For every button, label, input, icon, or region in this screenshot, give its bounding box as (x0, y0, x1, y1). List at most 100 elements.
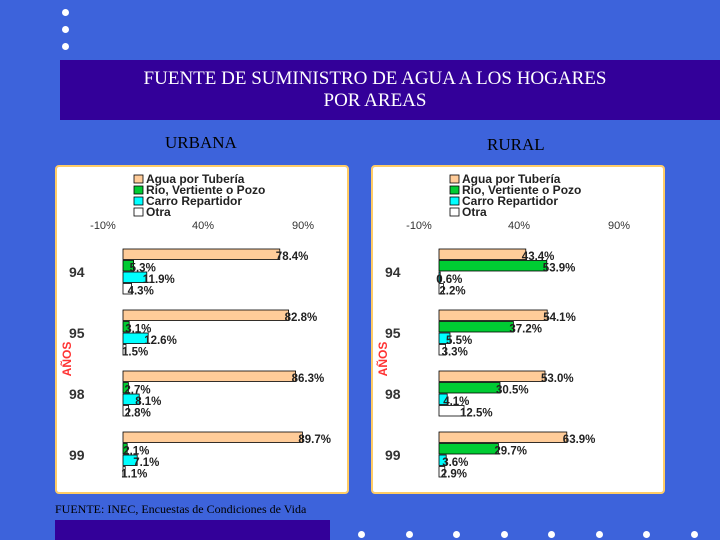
bar (438, 344, 446, 356)
rural-label: RURAL (487, 135, 545, 154)
category-label: 94 (385, 264, 401, 280)
bullet-dot (62, 26, 69, 33)
legend-label: Carro Repartidor (146, 194, 242, 208)
category-label: 99 (385, 447, 401, 463)
y-axis-label: AÑOS (59, 342, 74, 377)
data-label: 0.6% (436, 274, 462, 286)
bar (122, 271, 148, 283)
x-tick-label: 90% (292, 220, 314, 232)
bar (122, 393, 140, 405)
bullet-dot (358, 531, 365, 538)
legend-swatch (133, 174, 144, 184)
bar (438, 248, 527, 260)
bar (438, 454, 447, 466)
data-label: 12.5% (460, 408, 493, 420)
bottom-band (55, 520, 330, 540)
category-label: 98 (385, 386, 401, 402)
legend-label: Otra (462, 205, 487, 219)
data-label: 5.5% (446, 335, 472, 347)
data-label: 1.5% (122, 347, 148, 359)
legend-label: Agua por Tubería (146, 172, 245, 186)
data-label: 54.1% (543, 312, 576, 324)
bullet-dot (691, 531, 698, 538)
bullet-dot (62, 43, 69, 50)
urbana-label: URBANA (165, 133, 237, 152)
data-label: 4.3% (128, 286, 154, 298)
legend-swatch (449, 185, 460, 195)
data-label: 37.2% (509, 324, 542, 336)
bar (122, 382, 129, 394)
bullet-dot (501, 531, 508, 538)
bar (438, 283, 444, 295)
data-label: 86.3% (292, 373, 325, 385)
bar (438, 309, 548, 321)
legend-label: Agua por Tubería (462, 172, 561, 186)
data-label: 8.1% (135, 396, 161, 408)
data-label: 3.3% (442, 347, 468, 359)
bullet-dot (62, 9, 69, 16)
bar (122, 454, 138, 466)
bar (122, 443, 128, 455)
bar (438, 271, 441, 283)
legend-label: Río, Vertiente o Pozo (146, 183, 265, 197)
title-band: FUENTE DE SUMINISTRO DE AGUA A LOS HOGAR… (60, 60, 720, 120)
bar (438, 393, 448, 405)
legend-label: Carro Repartidor (462, 194, 558, 208)
bar (122, 332, 149, 344)
legend-swatch (449, 196, 460, 206)
legend-swatch (133, 185, 144, 195)
urbana-chart-panel: Agua por Tubería Río, Vertiente o Pozo Car… (55, 165, 349, 494)
legend-swatch (449, 207, 460, 217)
bar (122, 466, 126, 478)
x-tick-label: 90% (608, 220, 630, 232)
data-label: 4.1% (443, 396, 469, 408)
bar (122, 344, 127, 356)
category-label: 94 (69, 264, 85, 280)
bar (438, 443, 499, 455)
x-tick-label: 40% (508, 220, 530, 232)
data-label: 1.1% (121, 469, 147, 481)
legend-swatch (133, 196, 144, 206)
data-label: 3.1% (125, 324, 151, 336)
bar (122, 321, 130, 333)
legend-swatch (133, 207, 144, 217)
bar (122, 248, 281, 260)
data-label: 30.5% (496, 385, 529, 397)
source-note: FUENTE: INEC, Encuestas de Condiciones d… (55, 502, 307, 516)
data-label: 5.3% (130, 263, 156, 275)
legend-swatch (449, 174, 460, 184)
bar (438, 382, 501, 394)
legend-label: Río, Vertiente o Pozo (462, 183, 581, 197)
data-label: 3.6% (442, 457, 468, 469)
bar (122, 405, 129, 417)
data-label: 2.7% (124, 385, 150, 397)
data-label: 53.0% (541, 373, 574, 385)
data-label: 2.8% (125, 408, 151, 420)
bar (122, 370, 297, 382)
category-label: 99 (69, 447, 85, 463)
y-axis-label: AÑOS (375, 342, 390, 377)
bar (438, 370, 546, 382)
data-label: 89.7% (298, 434, 331, 446)
bullet-dot (596, 531, 603, 538)
data-label: 2.1% (123, 446, 149, 458)
category-label: 95 (69, 325, 85, 341)
bullet-dot (548, 531, 555, 538)
data-label: 78.4% (276, 251, 309, 263)
data-label: 2.2% (439, 286, 465, 298)
bullet-dot (453, 531, 460, 538)
bar (122, 431, 303, 443)
data-label: 63.9% (563, 434, 596, 446)
bullet-dot (643, 531, 650, 538)
legend-label: Otra (146, 205, 171, 219)
bar (122, 260, 134, 272)
data-label: 2.9% (441, 469, 467, 481)
x-tick-label: 40% (192, 220, 214, 232)
rural-chart-panel: Agua por Tubería Río, Vertiente o Pozo Car… (371, 165, 665, 494)
bar (122, 283, 132, 295)
bar (438, 405, 465, 417)
data-label: 12.6% (144, 335, 177, 347)
bar (122, 309, 290, 321)
